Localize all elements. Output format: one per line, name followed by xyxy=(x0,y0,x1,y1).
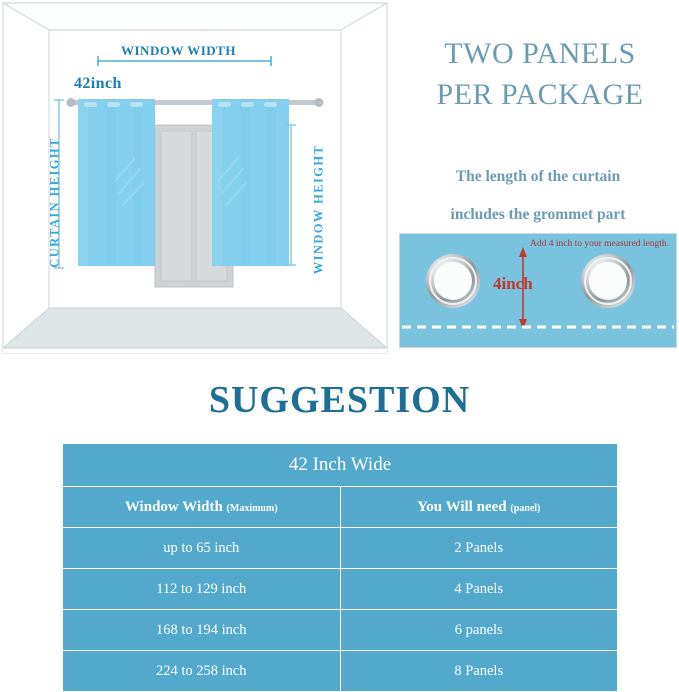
grommet-ring-left xyxy=(426,254,480,308)
subtext-line-2: includes the grommet part xyxy=(450,206,626,223)
row-2-panels: 6 panels xyxy=(339,609,618,651)
column-header-window-width-label: Window Width xyxy=(124,498,223,515)
left-curtain-panel xyxy=(78,99,155,266)
row-2-window-width: 168 to 194 inch xyxy=(62,609,341,651)
table-width-banner: 42 Inch Wide xyxy=(62,443,618,487)
label-window-width: WINDOW WIDTH xyxy=(121,43,236,58)
suggestion-title: SUGGESTION xyxy=(208,379,471,421)
label-panel-width: 42inch xyxy=(74,75,122,92)
row-1-panels: 4 Panels xyxy=(339,568,618,610)
room-illustration: WINDOW WIDTH 42inch CURTAIN HEIGHT WINDO… xyxy=(2,2,388,354)
headline-line-1: TWO PANELS xyxy=(444,37,636,70)
table-banner-row: 42 Inch Wide xyxy=(62,443,618,487)
room-scene-svg xyxy=(3,3,387,349)
row-0-panels: 2 Panels xyxy=(339,527,618,569)
table-row: up to 65 inch 2 Panels xyxy=(62,527,618,569)
table-row: 168 to 194 inch 6 panels xyxy=(62,609,618,651)
row-3-panels: 8 Panels xyxy=(339,650,618,692)
table-row: 112 to 129 inch 4 Panels xyxy=(62,568,618,610)
grommet-detail-panel: Add 4 inch to your measured length. 4inc… xyxy=(399,233,677,348)
headline-line-2: PER PACKAGE xyxy=(436,78,644,111)
table-header-row: Window Width (Maximum) You Will need (pa… xyxy=(62,486,618,528)
grommet-ring-right xyxy=(581,254,635,308)
row-0-window-width: up to 65 inch xyxy=(62,527,341,569)
column-header-you-will-need-label: You Will need xyxy=(417,498,507,515)
column-header-you-will-need-note: (panel) xyxy=(510,502,541,514)
suggestion-table: 42 Inch Wide Window Width (Maximum) You … xyxy=(62,443,618,692)
subtext-line-1: The length of the curtain xyxy=(455,168,621,185)
subtext-block: The length of the curtain includes the g… xyxy=(398,158,678,234)
headline: TWO PANELS PER PACKAGE xyxy=(404,33,676,115)
column-header-you-will-need: You Will need (panel) xyxy=(339,486,618,528)
column-header-window-width: Window Width (Maximum) xyxy=(62,486,341,528)
column-header-window-width-note: (Maximum) xyxy=(226,502,278,514)
label-curtain-height: CURTAIN HEIGHT xyxy=(47,137,62,268)
table-row: 224 to 258 inch 8 Panels xyxy=(62,650,618,692)
grommet-svg xyxy=(402,247,674,329)
row-3-window-width: 224 to 258 inch xyxy=(62,650,341,692)
right-curtain-panel xyxy=(212,99,289,266)
row-1-window-width: 112 to 129 inch xyxy=(62,568,341,610)
grommet-note: Add 4 inch to your measured length. xyxy=(530,239,670,249)
label-window-height: WINDOW HEIGHT xyxy=(311,144,326,275)
grommet-measure-label: 4inch xyxy=(493,274,533,293)
